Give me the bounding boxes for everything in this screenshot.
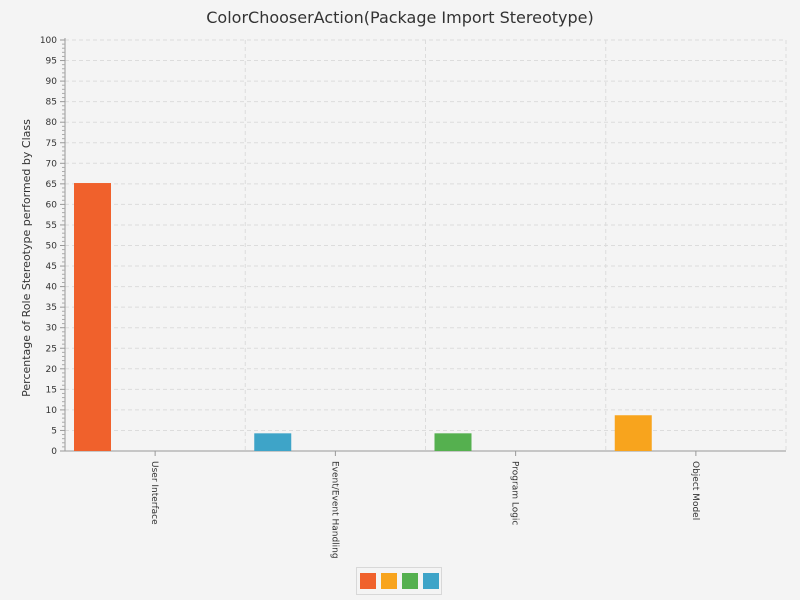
- legend-swatch: [422, 573, 439, 589]
- y-tick-label: 95: [46, 57, 57, 67]
- x-category-label: Object Model: [690, 461, 700, 520]
- y-tick-label: 90: [46, 77, 58, 87]
- y-tick-label: 75: [46, 139, 57, 149]
- y-tick-label: 65: [46, 180, 57, 190]
- y-tick-label: 80: [46, 118, 58, 128]
- bar-program-logic: [434, 433, 472, 451]
- legend-swatch: [401, 573, 418, 589]
- y-tick-label: 100: [40, 36, 57, 46]
- legend-swatch: [359, 573, 376, 589]
- y-axis-title: Percentage of Role Stereotype performed …: [20, 119, 33, 397]
- y-tick-label: 60: [46, 200, 58, 210]
- y-tick-label: 85: [46, 98, 57, 108]
- grid-lines: [65, 39, 787, 451]
- y-tick-label: 15: [46, 385, 57, 395]
- x-category-label: User Interface: [149, 461, 159, 525]
- x-category-label: Program Logic: [510, 461, 520, 525]
- y-tick-label: 25: [46, 344, 57, 354]
- x-category-label: Event/Event Handling: [329, 461, 339, 559]
- y-tick-label: 70: [46, 159, 58, 169]
- y-tick-label: 50: [46, 242, 58, 252]
- y-tick-label: 0: [51, 447, 57, 457]
- axes: [64, 38, 786, 452]
- bars: [74, 183, 652, 451]
- chart-title: ColorChooserAction(Package Import Stereo…: [206, 8, 594, 27]
- y-tick-label: 5: [51, 426, 57, 436]
- y-tick-label: 40: [46, 283, 58, 293]
- legend: [356, 567, 442, 595]
- y-tick-label: 45: [46, 262, 57, 272]
- bar-object-model: [614, 415, 652, 451]
- y-tick-label: 35: [46, 303, 57, 313]
- bar-event-event-handling: [254, 433, 292, 451]
- y-axis-ticks: 0 5 10 15 20 25 30 35 40 45 50 55 60 65 70 75 80 85 90 95 10…: [40, 36, 65, 457]
- y-tick-label: 10: [46, 406, 58, 416]
- legend-swatch: [380, 573, 397, 589]
- x-axis-labels: User Interface Event/Event Handling Progra…: [149, 451, 700, 559]
- y-tick-label: 20: [46, 365, 58, 375]
- bar-user-interface: [74, 183, 111, 451]
- y-tick-label: 30: [46, 324, 58, 334]
- y-tick-label: 55: [46, 221, 57, 231]
